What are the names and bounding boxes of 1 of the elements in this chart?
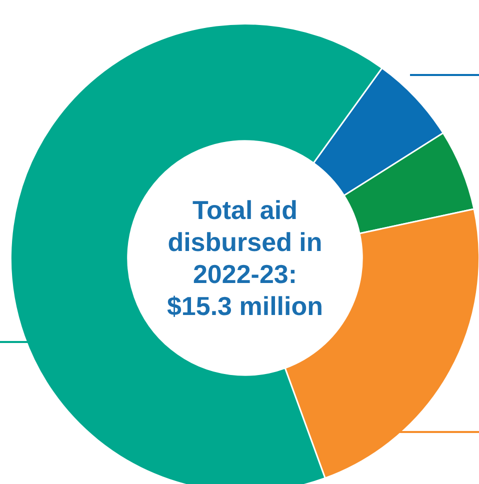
text: Total aid disbursed in 2022-23: $15.3 million (166, 194, 324, 322)
